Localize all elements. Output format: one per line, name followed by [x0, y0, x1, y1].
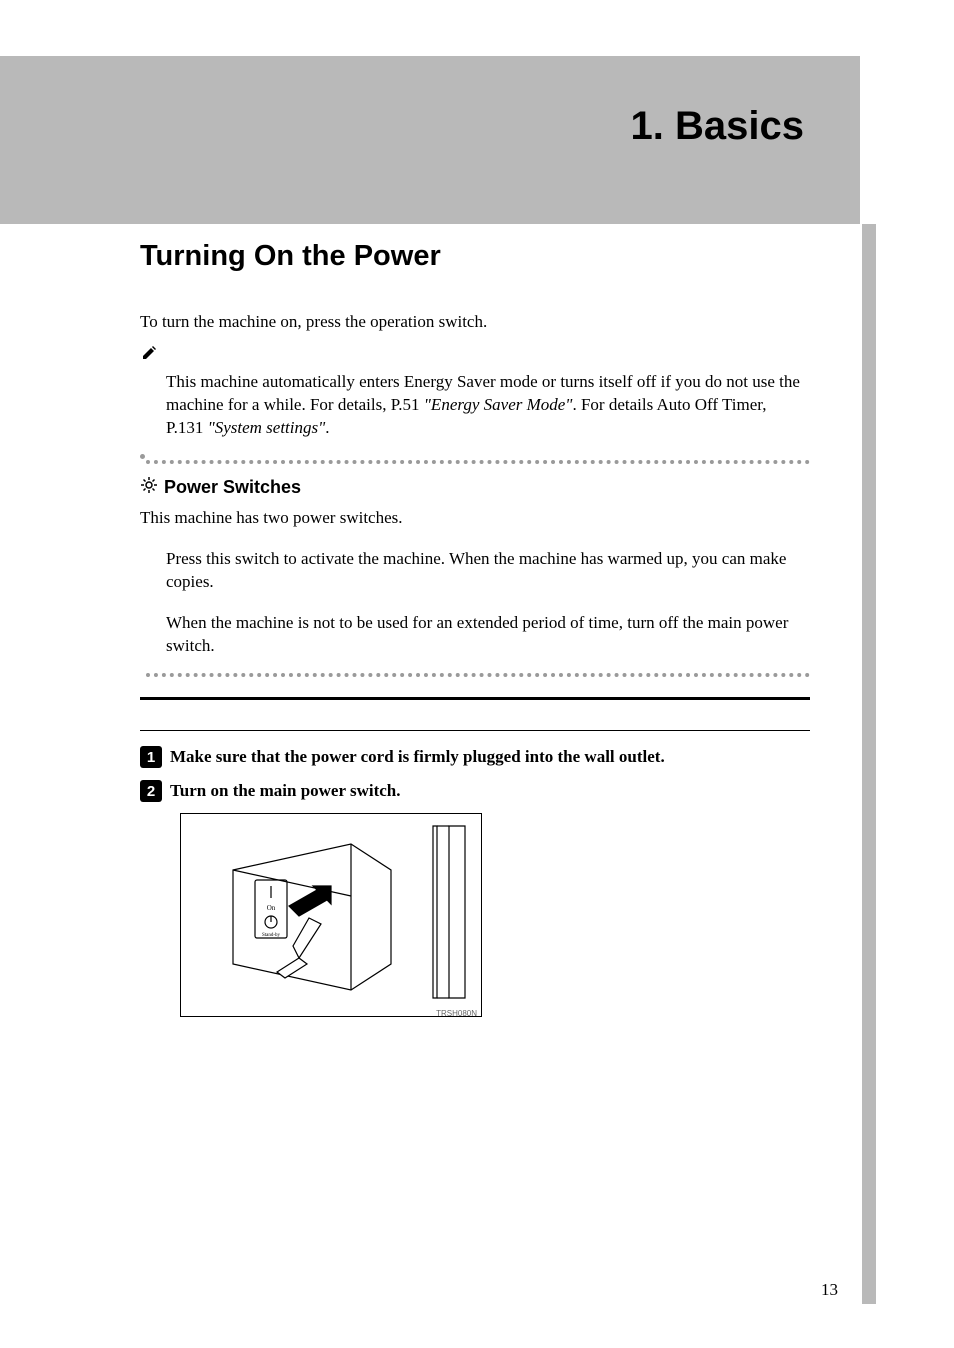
- figure-caption: TRSH080N: [436, 1009, 477, 1018]
- thick-rule: [140, 697, 810, 700]
- dotted-separator-2: [140, 667, 810, 677]
- chapter-title: 1. Basics: [140, 104, 804, 149]
- figure-power-switch: On Stand-by TRSH080N: [180, 813, 482, 1017]
- note-ref2-page: P.131: [166, 418, 208, 437]
- note-ref1-title: "Energy Saver Mode": [424, 395, 573, 414]
- subheading-row: Power Switches: [140, 476, 810, 499]
- step-text-2: Turn on the main power switch.: [170, 779, 400, 803]
- step-2: 2 Turn on the main power switch.: [140, 779, 810, 803]
- pencil-icon: [140, 344, 810, 367]
- dotted-separator: [140, 454, 810, 464]
- switch-desc-2: When the machine is not to be used for a…: [166, 612, 804, 658]
- note-block: This machine automatically enters Energy…: [140, 344, 810, 440]
- sub-intro: This machine has two power switches.: [140, 507, 810, 530]
- note-ref2-title: "System settings": [208, 418, 326, 437]
- thin-rule: [140, 730, 810, 731]
- page-content: Turning On the Power To turn the machine…: [140, 240, 810, 1017]
- step-text-1: Make sure that the power cord is firmly …: [170, 745, 665, 769]
- note-text-2: . For details Auto Off Timer,: [572, 395, 766, 414]
- page-number: 13: [821, 1280, 838, 1300]
- side-band: [862, 224, 876, 1304]
- note-text-3: .: [325, 418, 329, 437]
- intro-paragraph: To turn the machine on, press the operat…: [140, 311, 810, 334]
- note-ref1-page: P.51: [391, 395, 424, 414]
- subheading: Power Switches: [164, 477, 301, 498]
- step-badge-2: 2: [140, 780, 162, 802]
- note-text: This machine automatically enters Energy…: [166, 371, 804, 440]
- svg-text:On: On: [267, 904, 276, 912]
- step-badge-1: 1: [140, 746, 162, 768]
- sun-icon: [140, 476, 158, 499]
- svg-text:Stand-by: Stand-by: [262, 933, 281, 938]
- section-heading: Turning On the Power: [140, 240, 810, 273]
- switch-desc-1: Press this switch to activate the machin…: [166, 548, 804, 594]
- step-1: 1 Make sure that the power cord is firml…: [140, 745, 810, 769]
